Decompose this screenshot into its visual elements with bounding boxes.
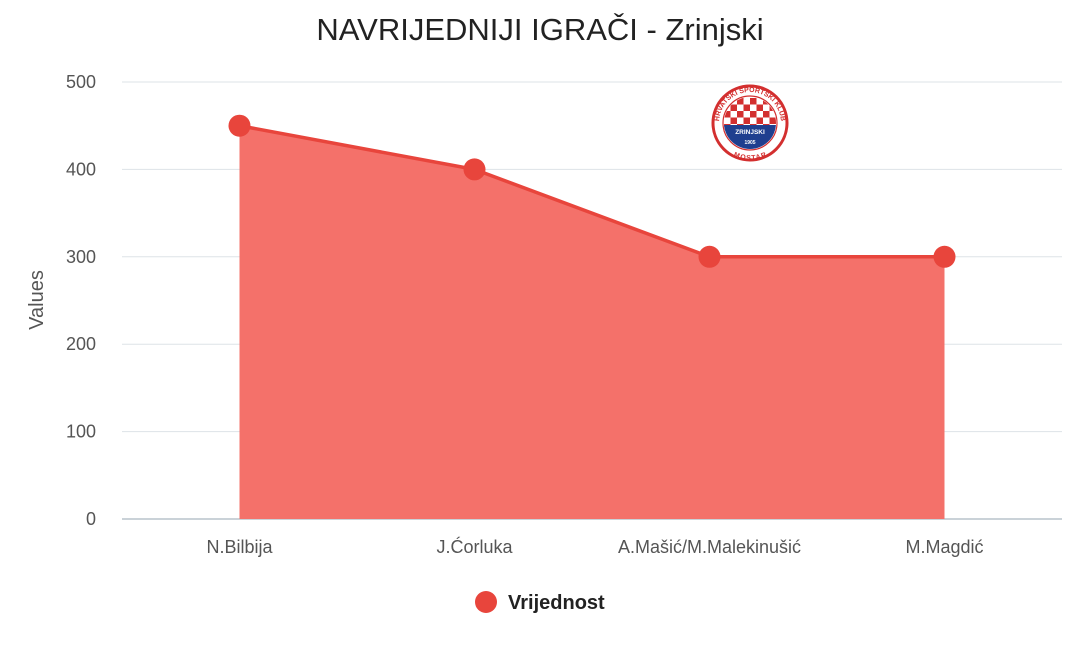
y-tick-label: 100 <box>66 422 96 442</box>
checker-cell <box>756 104 763 111</box>
y-axis-tick-labels: 0 100 200 300 400 500 <box>66 72 96 529</box>
x-tick-label: A.Mašić/M.Malekinušić <box>618 537 801 557</box>
checker-cell <box>730 104 737 111</box>
checker-cell <box>756 117 763 124</box>
y-tick-label: 300 <box>66 247 96 267</box>
y-axis-title: Values <box>26 270 48 330</box>
checker-cell <box>737 98 744 105</box>
checker-cell <box>743 117 750 124</box>
y-tick-label: 400 <box>66 159 96 179</box>
chart-title: NAVRIJEDNIJI IGRAČI - Zrinjski <box>316 12 764 47</box>
y-tick-label: 0 <box>86 509 96 529</box>
checker-cell <box>750 111 757 118</box>
area-series <box>228 114 956 519</box>
y-tick-label: 500 <box>66 72 96 92</box>
logo-inner-ring <box>722 95 778 151</box>
checker-cell <box>743 104 750 111</box>
checker-cell <box>763 111 770 118</box>
logo-center-text: ZRINJSKI <box>735 129 765 136</box>
logo-year: 1905 <box>744 140 755 146</box>
club-logo: HRVATSKI ŠPORTSKI KLUB MOSTAR ZRINJSKI 1… <box>711 84 789 162</box>
data-point-2[interactable] <box>463 158 486 181</box>
legend[interactable]: Vrijednost <box>475 591 605 614</box>
x-tick-label: M.Magdić <box>905 537 983 557</box>
checker-cell <box>737 111 744 118</box>
x-axis-tick-labels: N.Bilbija J.Ćorluka A.Mašić/M.Malekinušić M… <box>206 536 983 557</box>
checker-cell <box>750 98 757 105</box>
x-tick-label: J.Ćorluka <box>436 536 513 557</box>
checker-cell <box>730 117 737 124</box>
checker-cell <box>769 117 776 124</box>
data-point-1[interactable] <box>228 114 251 137</box>
y-tick-label: 200 <box>66 334 96 354</box>
legend-marker <box>475 591 497 613</box>
data-point-3[interactable] <box>698 245 721 268</box>
checker-cell <box>724 111 731 118</box>
legend-label: Vrijednost <box>508 592 605 614</box>
x-tick-label: N.Bilbija <box>206 537 273 557</box>
series-line <box>239 123 945 259</box>
logo-bottom-text: MOSTAR <box>733 151 768 162</box>
data-point-4[interactable] <box>933 245 956 268</box>
area-fill <box>239 125 945 519</box>
